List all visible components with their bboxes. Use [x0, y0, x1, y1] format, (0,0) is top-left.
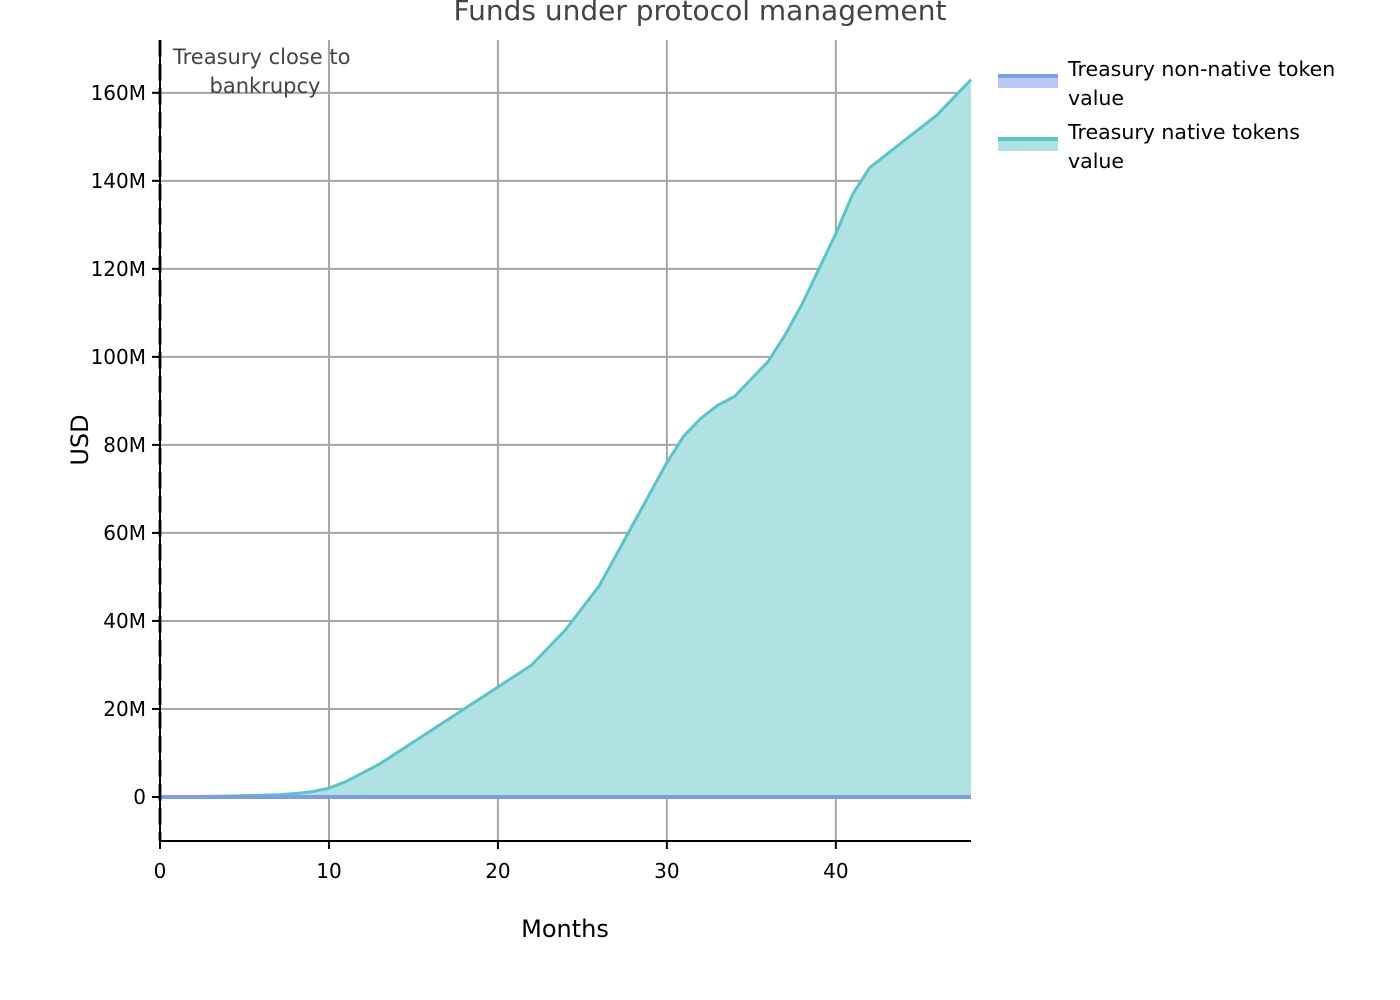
y-tick-label-6: 120M [91, 257, 146, 281]
series-area-1 [160, 79, 971, 797]
annotation-line-2: bankrupcy [210, 74, 321, 98]
y-tick-label-3: 60M [103, 521, 146, 545]
series-lines [159, 78, 973, 799]
legend-label-1: Treasury native tokens value [1067, 120, 1300, 173]
x-tick-label-3: 30 [654, 859, 679, 883]
legend-label-0-line-1: value [1068, 86, 1124, 110]
legend-label-0-line-0: Treasury non-native token [1067, 57, 1335, 81]
x-tick-label-0: 0 [154, 859, 167, 883]
x-tick-label-4: 40 [823, 859, 848, 883]
series-areas [160, 79, 971, 797]
x-ticks: 0 10 20 30 40 [154, 841, 849, 883]
x-axis-label: Months [521, 915, 609, 943]
chart-title: Funds under protocol management [454, 0, 947, 27]
y-tick-label-1: 20M [103, 697, 146, 721]
legend-label-0: Treasury non-native token value [1067, 57, 1335, 110]
series-line-1 [159, 78, 973, 799]
y-tick-label-7: 140M [91, 169, 146, 193]
y-tick-label-8: 160M [91, 81, 146, 105]
legend-swatch-fill-0 [998, 75, 1058, 88]
legend-swatch-fill-1 [998, 138, 1058, 151]
legend-label-1-line-1: value [1068, 149, 1124, 173]
x-tick-label-2: 20 [485, 859, 510, 883]
y-ticks: 0 20M 40M 60M 80M 100M 120M 140M 160M [91, 81, 160, 809]
y-tick-label-4: 80M [103, 433, 146, 457]
legend-label-1-line-0: Treasury native tokens [1067, 120, 1300, 144]
x-tick-label-1: 10 [316, 859, 341, 883]
y-tick-label-0: 0 [133, 785, 146, 809]
y-axis-label: USD [66, 414, 94, 465]
annotation-line-1: Treasury close to [172, 45, 351, 69]
bankruptcy-annotation: Treasury close to bankrupcy [172, 45, 357, 98]
y-tick-label-5: 100M [91, 345, 146, 369]
y-tick-label-2: 40M [103, 609, 146, 633]
